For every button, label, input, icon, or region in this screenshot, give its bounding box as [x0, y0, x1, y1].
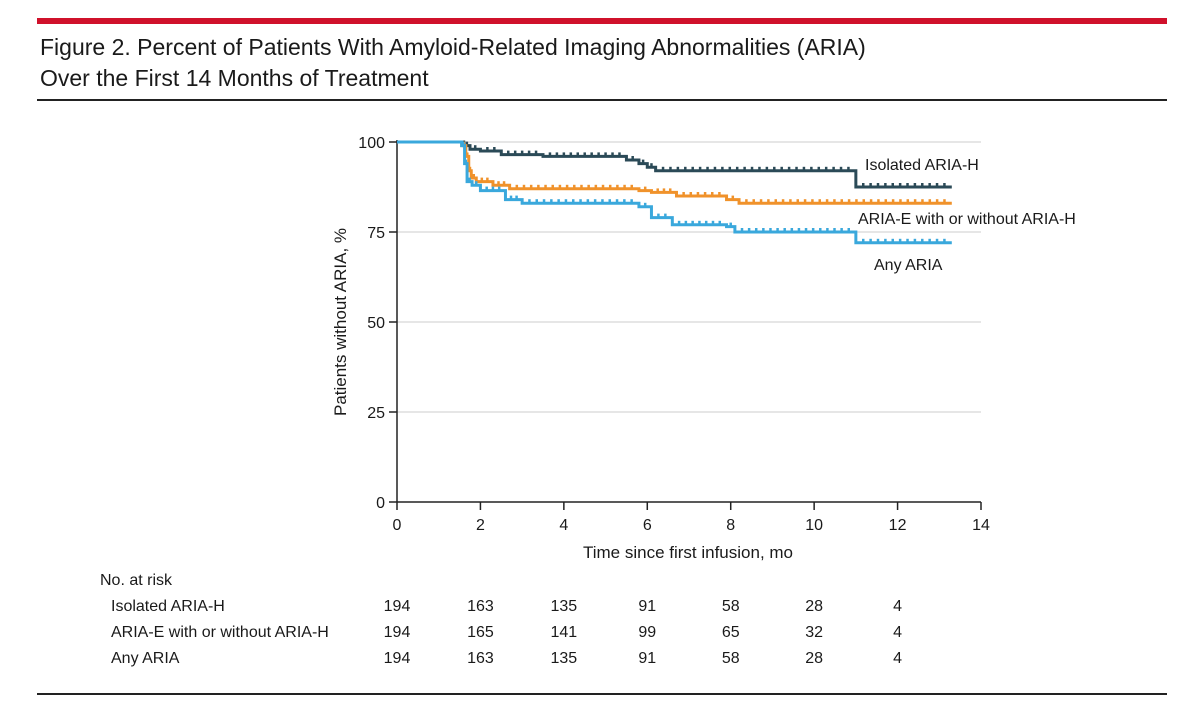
- y-tick-label-75: 75: [367, 225, 385, 242]
- risk-table: No. at risk Isolated ARIA-H 194 163 135 91 58…: [100, 572, 902, 667]
- x-tick-label-12: 12: [889, 517, 907, 534]
- risk-cell: 135: [551, 650, 578, 667]
- label-aria-e: ARIA-E with or without ARIA-H: [858, 211, 1076, 228]
- x-tick-label-0: 0: [393, 517, 402, 534]
- y-tick-label-100: 100: [358, 135, 385, 152]
- label-isolated-aria-h: Isolated ARIA-H: [865, 157, 979, 174]
- risk-cell: 4: [893, 650, 902, 667]
- title-divider: [37, 99, 1167, 101]
- censor-marks-2: [461, 141, 946, 244]
- risk-cell: 135: [551, 598, 578, 615]
- y-tick-label-50: 50: [367, 315, 385, 332]
- risk-cell: 28: [805, 650, 823, 667]
- figure-title: Figure 2. Percent of Patients With Amylo…: [40, 32, 1160, 94]
- risk-cell: 99: [638, 624, 656, 641]
- x-tick-label-14: 14: [972, 517, 990, 534]
- x-tick-label-10: 10: [805, 517, 823, 534]
- accent-rule: [37, 18, 1167, 24]
- x-tick-label-2: 2: [476, 517, 485, 534]
- risk-cell: 194: [384, 624, 411, 641]
- grid-lines: [397, 141, 981, 413]
- y-axis-title: Patients without ARIA, %: [331, 228, 350, 416]
- y-tick-label-25: 25: [367, 405, 385, 422]
- figure-title-line-2: Over the First 14 Months of Treatment: [40, 65, 429, 91]
- bottom-divider: [37, 693, 1167, 695]
- risk-row-label: Any ARIA: [111, 650, 180, 667]
- risk-cell: 165: [467, 624, 494, 641]
- y-tick-label-0: 0: [376, 495, 385, 512]
- risk-cell: 163: [467, 650, 494, 667]
- risk-table-header: No. at risk: [100, 572, 173, 589]
- risk-row-label: ARIA-E with or without ARIA-H: [111, 624, 329, 641]
- figure-title-line-1: Figure 2. Percent of Patients With Amylo…: [40, 34, 866, 60]
- series-curves: [397, 140, 952, 245]
- risk-cell: 32: [805, 624, 823, 641]
- risk-cell: 4: [893, 598, 902, 615]
- risk-cell: 58: [722, 598, 740, 615]
- label-any-aria: Any ARIA: [874, 257, 943, 274]
- risk-cell: 163: [467, 598, 494, 615]
- risk-cell: 4: [893, 624, 902, 641]
- risk-row-label: Isolated ARIA-H: [111, 598, 225, 615]
- risk-cell: 28: [805, 598, 823, 615]
- x-tick-label-6: 6: [643, 517, 652, 534]
- risk-cell: 91: [638, 650, 656, 667]
- risk-cell: 91: [638, 598, 656, 615]
- risk-cell: 194: [384, 598, 411, 615]
- axes: 0 25 50 75 100 0 2 4 6 8 10 12 14: [358, 135, 990, 534]
- risk-cell: 141: [551, 624, 578, 641]
- censor-marks-0: [465, 141, 946, 188]
- censor-marks-1: [462, 141, 946, 205]
- x-tick-label-4: 4: [559, 517, 568, 534]
- x-tick-label-8: 8: [726, 517, 735, 534]
- x-axis-title: Time since first infusion, mo: [583, 543, 793, 562]
- risk-cell: 58: [722, 650, 740, 667]
- risk-cell: 65: [722, 624, 740, 641]
- risk-cell: 194: [384, 650, 411, 667]
